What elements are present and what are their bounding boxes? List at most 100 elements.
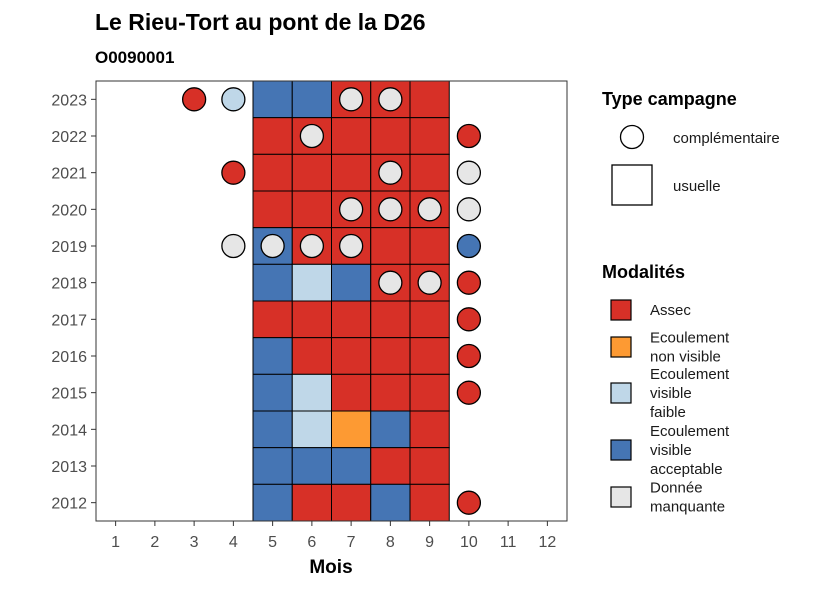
legend-square-key: [611, 164, 653, 206]
y-tick-label: 2014: [51, 422, 87, 439]
legend-circle-key: [619, 124, 645, 150]
y-tick-label: 2023: [51, 92, 87, 109]
heatmap-cell: [370, 337, 411, 375]
complementaire-point: [338, 87, 364, 112]
legend-modalite-label: non visible: [650, 349, 721, 366]
heatmap-cell: [331, 263, 372, 302]
heatmap-cell: [370, 447, 411, 485]
legend-modalite-label: manquante: [650, 499, 725, 516]
legend-type-title: Type campagne: [602, 89, 737, 109]
y-tick-label: 2020: [51, 202, 87, 219]
heatmap-cell: [370, 227, 411, 265]
heatmap-cell: [291, 190, 332, 229]
heatmap-cell: [409, 447, 450, 485]
y-tick-label: 2021: [51, 166, 87, 183]
legend-modalite-label: Ecoulement: [650, 330, 730, 347]
heatmap-cell: [409, 117, 450, 155]
complementaire-point: [456, 160, 482, 185]
y-tick-label: 2013: [51, 459, 87, 476]
complementaire-point: [299, 233, 325, 259]
x-tick-label: 12: [538, 534, 556, 551]
complementaire-point: [299, 123, 325, 149]
heatmap-cell: [252, 263, 293, 302]
chart-subtitle: O0090001: [95, 48, 174, 67]
heatmap-cell: [331, 483, 372, 522]
x-tick-label: 11: [500, 534, 517, 551]
complementaire-point: [260, 233, 285, 259]
x-tick-label: 2: [150, 534, 159, 551]
heatmap-cell: [291, 373, 332, 412]
heatmap-cell: [331, 153, 372, 192]
heatmap-cell: [291, 300, 332, 339]
legend-modalite-label: visible: [650, 442, 692, 459]
heatmap-cell: [291, 483, 332, 522]
x-tick-label: 3: [190, 534, 199, 551]
complementaire-point: [181, 87, 207, 112]
heatmap-cell: [370, 410, 411, 449]
heatmap-cell: [370, 117, 411, 155]
heatmap-cell: [252, 447, 293, 485]
heatmap-cell: [252, 337, 293, 375]
heatmap-cell: [409, 300, 450, 339]
heatmap-cell: [409, 153, 450, 192]
x-tick-label: 5: [268, 534, 277, 551]
y-tick-label: 2016: [51, 349, 87, 366]
heatmap-cell: [252, 117, 293, 155]
heatmap-cell: [291, 447, 332, 485]
legend-modalite-label: Donnée: [650, 480, 703, 497]
heatmap-cell: [409, 373, 450, 412]
heatmap-cell: [331, 410, 372, 449]
heatmap-cell: [291, 153, 332, 192]
x-tick-label: 6: [307, 534, 316, 551]
legend-swatch: [610, 486, 632, 508]
x-tick-label: 7: [347, 534, 356, 551]
x-axis-title: Mois: [309, 557, 352, 578]
complementaire-point: [456, 490, 482, 515]
complementaire-points: [181, 87, 482, 515]
legend-type-label: complémentaire: [673, 130, 780, 147]
legend-modalite-label: faible: [650, 404, 686, 421]
x-tick-label: 9: [425, 534, 434, 551]
legend-modalite-label: Ecoulement: [650, 423, 730, 440]
heatmap-cell: [291, 80, 332, 119]
complementaire-point: [221, 233, 246, 259]
x-tick-label: 1: [111, 534, 120, 551]
complementaire-point: [456, 197, 482, 222]
heatmap-cell: [252, 153, 293, 192]
complementaire-point: [338, 233, 364, 259]
y-tick-label: 2018: [51, 276, 87, 293]
legend-modalite-label: Ecoulement: [650, 366, 730, 383]
heatmap-cell: [331, 337, 372, 375]
y-tick-label: 2015: [51, 386, 87, 403]
complementaire-point: [417, 270, 442, 295]
usuelle-cells: [252, 80, 450, 522]
legend-swatch: [610, 439, 632, 461]
heatmap-cell: [331, 447, 372, 485]
heatmap-cell: [331, 373, 372, 412]
heatmap-cell: [252, 373, 293, 412]
complementaire-point: [221, 160, 246, 185]
heatmap-cell: [331, 117, 372, 155]
heatmap-cell: [252, 190, 293, 229]
y-axis: 2012 2013 2014 2015 2016 2017 2018 2019 2020 2021…: [51, 92, 96, 513]
complementaire-point: [456, 123, 482, 149]
y-tick-label: 2012: [51, 496, 87, 513]
heatmap-cell: [370, 300, 411, 339]
y-tick-label: 2019: [51, 239, 87, 256]
complementaire-point: [338, 197, 364, 222]
heatmap-cell: [409, 337, 450, 375]
heatmap-cell: [252, 80, 293, 119]
complementaire-point: [456, 380, 482, 405]
x-tick-label: 10: [460, 534, 478, 551]
plot-border: [95, 80, 568, 522]
legend-type-label: usuelle: [673, 178, 721, 195]
complementaire-point: [221, 87, 246, 112]
legend-swatch: [610, 336, 632, 358]
legend-modalite-label: Assec: [650, 302, 691, 319]
heatmap-cell: [370, 483, 411, 522]
legend-swatch: [610, 382, 632, 404]
complementaire-point: [378, 270, 403, 295]
heatmap-cell: [409, 227, 450, 265]
x-tick-label: 8: [386, 534, 395, 551]
